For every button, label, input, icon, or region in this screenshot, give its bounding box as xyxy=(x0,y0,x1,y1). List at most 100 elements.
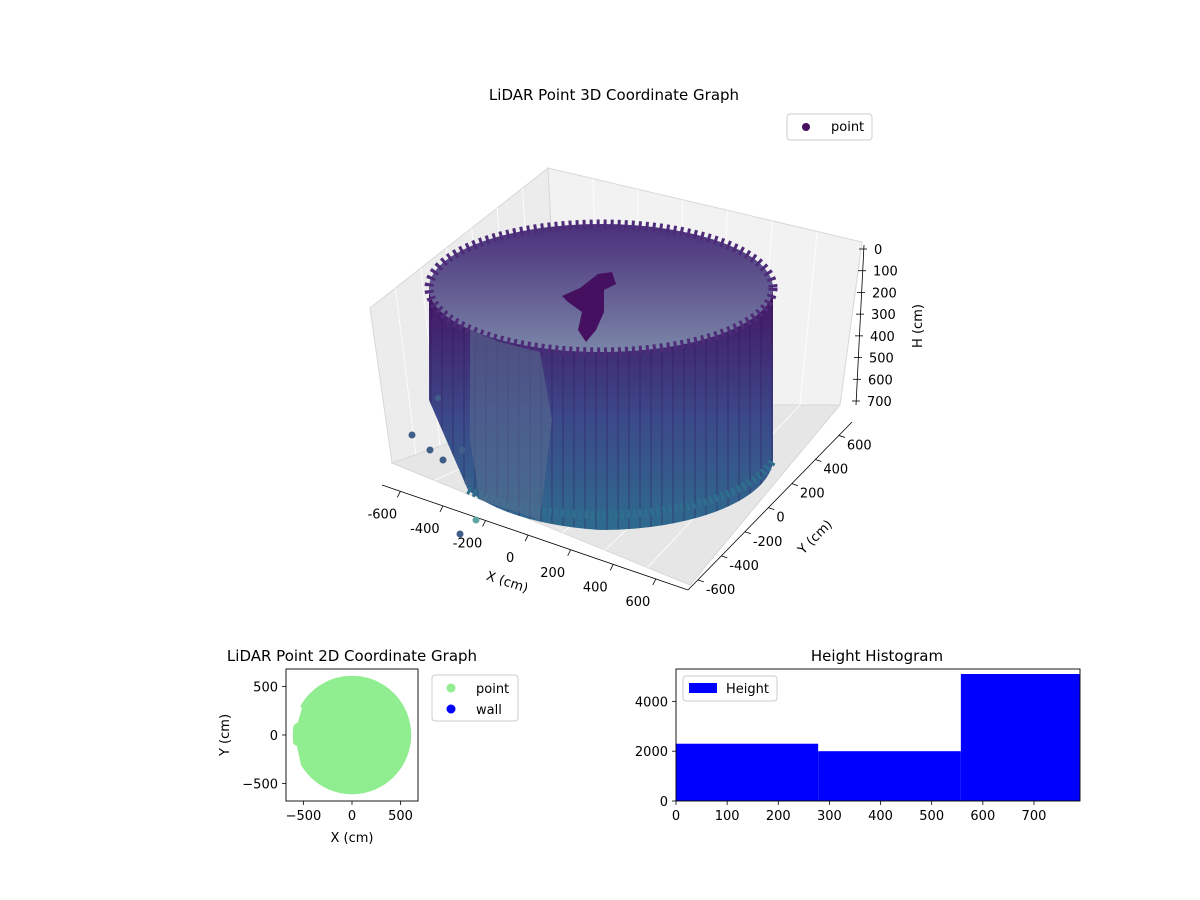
y-tick-label-3d: -400 xyxy=(729,559,759,574)
x-tick-label-3d: -200 xyxy=(453,537,483,552)
scatter-2d-region xyxy=(286,675,412,795)
x-tick-3d: 600 xyxy=(625,578,657,610)
z-ticks-3d: 0 100 200 300 400 500 600 700 xyxy=(852,243,898,410)
histogram-bar xyxy=(960,673,1080,801)
z-tick-label-3d: 200 xyxy=(872,286,897,301)
chart-title-2d: LiDAR Point 2D Coordinate Graph xyxy=(227,647,477,665)
y-axis-label-2d: Y (cm) xyxy=(218,714,233,757)
x-tick-label-3d: 200 xyxy=(540,566,565,581)
point-cloud-cylinder xyxy=(408,219,778,538)
scattered-outliers xyxy=(408,395,480,538)
y-tick-label-2d: −500 xyxy=(242,778,278,793)
scatter-2d-point-cloud xyxy=(292,675,412,795)
x-tick-label-2d: 500 xyxy=(388,809,413,824)
x-axis-line xyxy=(381,484,689,591)
x-tick-3d: -600 xyxy=(368,491,401,522)
z-tick-3d: 0 xyxy=(859,243,882,258)
x-tick-label-histogram: 0 xyxy=(672,809,680,824)
x-ticks-3d: -600 -400 -200 0 200 400 600 xyxy=(368,491,657,610)
x-tick-3d: 0 xyxy=(506,534,529,566)
cylinder-top-rim xyxy=(424,219,778,357)
legend-2d: point wall xyxy=(431,674,519,722)
y-tick-label-3d: 400 xyxy=(823,463,848,478)
y-axis-line xyxy=(687,421,853,591)
y-tick-3d: 200 xyxy=(791,483,825,502)
x-tick-3d: 200 xyxy=(540,549,572,581)
plot-2d: LiDAR Point 2D Coordinate Graph −500 0 500… xyxy=(218,647,519,846)
y-tick-3d: -400 xyxy=(721,555,759,574)
z-tick-label-3d: 100 xyxy=(873,265,898,280)
x-tick-3d: 400 xyxy=(583,564,614,595)
y-axis-label-3d: Y (cm) xyxy=(795,517,836,558)
wall-opening xyxy=(470,330,552,520)
plot-histogram: Height Histogram 0 100 200 300 400 500 600 7000… xyxy=(635,647,1081,824)
x-tick-label-histogram: 300 xyxy=(817,809,842,824)
x-tick-3d: -400 xyxy=(410,505,444,537)
plot-3d: LiDAR Point 3D Coordinate Graph -600 -400… xyxy=(368,86,926,610)
y-ticks-3d: -600 -400 -200 0 200 400 600 xyxy=(697,435,872,598)
z-tick-label-3d: 700 xyxy=(867,395,892,410)
histogram-bars xyxy=(676,673,1080,801)
x-tick-label-3d: -400 xyxy=(410,522,440,537)
z-tick-label-3d: 0 xyxy=(874,243,882,258)
histogram-bar xyxy=(676,743,819,801)
legend-2d-wall: wall xyxy=(476,703,502,718)
y-tick-label-histogram: 2000 xyxy=(635,745,668,760)
x-tick-label-2d: −500 xyxy=(286,809,322,824)
y-tick-label-2d: 500 xyxy=(253,680,278,695)
y-tick-label-3d: 600 xyxy=(847,438,872,453)
y-tick-3d: 0 xyxy=(768,507,785,526)
legend-point-marker xyxy=(802,123,810,131)
x-tick-label-3d: -600 xyxy=(368,507,398,522)
x-tick-label-histogram: 600 xyxy=(970,809,995,824)
z-axis-label-3d: H (cm) xyxy=(911,304,926,348)
legend-point-marker-2d xyxy=(446,683,456,693)
ticks-histogram: 0 100 200 300 400 500 600 700 0 2000 4000 xyxy=(635,695,1046,824)
x-tick-label-3d: 600 xyxy=(625,595,650,610)
y-tick-label-3d: 200 xyxy=(800,487,825,502)
y-tick-label-2d: 0 xyxy=(270,729,278,744)
legend-histogram-label: Height xyxy=(726,682,769,697)
scatter-2d-voids xyxy=(286,697,302,780)
histogram-bar xyxy=(818,751,961,801)
legend-histogram: Height xyxy=(682,675,778,702)
z-tick-label-3d: 300 xyxy=(871,308,896,323)
z-tick-3d: 200 xyxy=(857,286,897,301)
x-tick-label-histogram: 400 xyxy=(868,809,893,824)
y-tick-label-3d: -200 xyxy=(753,535,783,550)
z-tick-label-3d: 400 xyxy=(870,330,895,345)
z-tick-3d: 500 xyxy=(854,352,894,367)
x-axis-label-3d: X (cm) xyxy=(484,569,530,597)
z-tick-3d: 400 xyxy=(855,330,895,345)
y-tick-3d: 600 xyxy=(838,435,872,453)
z-tick-label-3d: 600 xyxy=(868,373,893,388)
z-tick-label-3d: 500 xyxy=(869,352,894,367)
y-tick-label-3d: 0 xyxy=(776,511,784,526)
legend-2d-point: point xyxy=(476,682,509,697)
y-tick-3d: -200 xyxy=(744,531,783,550)
x-tick-label-histogram: 100 xyxy=(715,809,740,824)
x-tick-label-histogram: 500 xyxy=(919,809,944,824)
y-tick-label-histogram: 0 xyxy=(660,795,668,810)
chart-title-histogram: Height Histogram xyxy=(811,647,943,665)
x-tick-label-3d: 400 xyxy=(583,580,608,595)
x-tick-label-2d: 0 xyxy=(348,809,356,824)
y-tick-label-histogram: 4000 xyxy=(635,695,668,710)
legend-3d-label: point xyxy=(831,120,864,135)
y-tick-label-3d: -600 xyxy=(706,583,736,598)
chart-title-3d: LiDAR Point 3D Coordinate Graph xyxy=(489,86,739,104)
legend-height-swatch xyxy=(689,683,717,693)
x-tick-label-3d: 0 xyxy=(506,551,514,566)
x-tick-3d: -200 xyxy=(453,520,486,552)
z-axis-line xyxy=(855,244,865,406)
inner-figure xyxy=(562,272,616,342)
x-tick-label-histogram: 700 xyxy=(1022,809,1047,824)
y-tick-3d: -600 xyxy=(697,579,736,598)
y-tick-3d: 400 xyxy=(815,459,848,478)
legend-wall-marker-2d xyxy=(446,704,456,714)
ticks-2d: −500 0 500 −500 0 500 xyxy=(242,680,413,824)
z-tick-3d: 100 xyxy=(858,265,898,280)
z-tick-3d: 300 xyxy=(856,308,896,323)
x-axis-label-2d: X (cm) xyxy=(331,831,374,846)
